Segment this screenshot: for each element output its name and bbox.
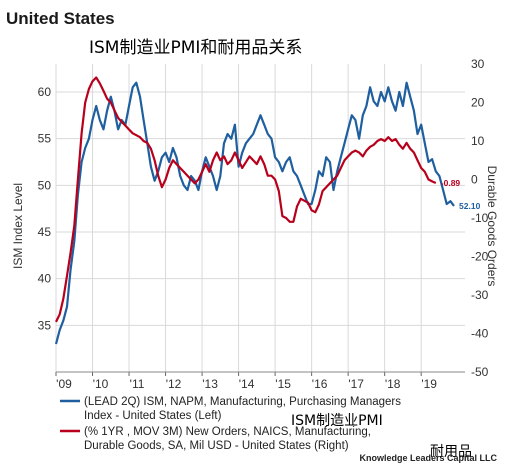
chart-title: United States (6, 9, 115, 28)
right-tick-label: -50 (471, 365, 489, 379)
source-credit: Knowledge Leaders Capital LLC (359, 453, 497, 463)
right-axis-title: Durable Goods Orders (485, 166, 499, 287)
x-tick-label: '11 (130, 377, 145, 391)
series-end-label-0: 52.10 (459, 201, 481, 211)
x-tick-label: '16 (312, 377, 328, 391)
right-tick-label: 10 (471, 134, 485, 148)
legend-durable-line2: Durable Goods, SA, Mil USD - United Stat… (84, 440, 349, 452)
legend-durable-line1: (% 1YR , MOV 3M) New Orders, NAICS, Manu… (84, 426, 371, 438)
x-tick-label: '19 (421, 377, 437, 391)
right-tick-label: 20 (471, 96, 485, 110)
right-tick-label: 0 (471, 173, 478, 187)
left-axis-ticks: 35 40 45 50 55 60 (38, 85, 52, 332)
x-tick-label: '13 (202, 377, 218, 391)
x-tick-label: '09 (56, 377, 72, 391)
left-tick-label: 55 (38, 132, 52, 146)
overlay-durable-label: 耐用品 (430, 444, 472, 460)
left-tick-label: 45 (38, 225, 52, 239)
overlay-ism-label: ISM制造业PMI (291, 413, 383, 429)
right-tick-label: -30 (471, 288, 489, 302)
x-axis-ticks: '09 '10 '11 '12 '13 '14 '15 '16 '17 '18 '19 (55, 371, 465, 391)
legend-ism-line2: Index - United States (Left) (84, 410, 222, 422)
series-line-1 (55, 76, 437, 323)
left-axis-title: ISM Index Level (11, 183, 25, 269)
series-line-0 (54, 81, 455, 345)
right-tick-label: -10 (471, 211, 489, 225)
x-tick-label: '14 (239, 377, 255, 391)
right-tick-label: -40 (471, 327, 489, 341)
legend-ism-line1: (LEAD 2Q) ISM, NAPM, Manufacturing, Purc… (84, 396, 401, 408)
x-tick-label: '17 (348, 377, 364, 391)
chart-subtitle: ISM制造业PMI和耐用品关系 (89, 38, 302, 58)
right-tick-label: 30 (471, 57, 485, 71)
x-tick-label: '18 (385, 377, 401, 391)
grid-lines (55, 64, 465, 372)
legend: (LEAD 2Q) ISM, NAPM, Manufacturing, Purc… (60, 396, 401, 452)
right-axis-ticks: -50 -40 -30 -20 -10 0 10 20 30 (471, 57, 489, 379)
series-layer: 52.10 -0.89 (54, 76, 481, 345)
left-tick-label: 35 (38, 318, 52, 332)
series-end-label-1: -0.89 (441, 178, 461, 188)
x-tick-label: '10 (93, 377, 109, 391)
x-tick-label: '15 (275, 377, 291, 391)
x-tick-label: '12 (166, 377, 182, 391)
left-tick-label: 50 (38, 178, 52, 192)
left-tick-label: 40 (38, 272, 52, 286)
right-tick-label: -20 (471, 250, 489, 264)
left-tick-label: 60 (38, 85, 52, 99)
